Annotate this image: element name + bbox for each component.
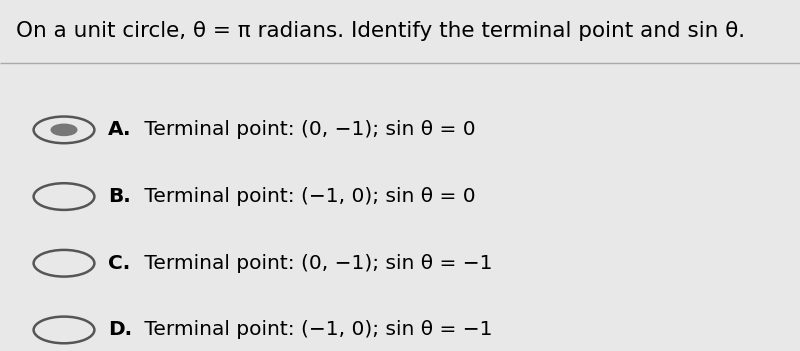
- Text: Terminal point: (−1, 0); sin θ = 0: Terminal point: (−1, 0); sin θ = 0: [138, 187, 476, 206]
- Text: C.: C.: [108, 254, 130, 273]
- Circle shape: [51, 124, 77, 135]
- Text: Terminal point: (−1, 0); sin θ = −1: Terminal point: (−1, 0); sin θ = −1: [138, 320, 493, 339]
- Text: D.: D.: [108, 320, 132, 339]
- Text: Terminal point: (0, −1); sin θ = −1: Terminal point: (0, −1); sin θ = −1: [138, 254, 493, 273]
- Text: B.: B.: [108, 187, 130, 206]
- Text: On a unit circle, θ = π radians. Identify the terminal point and sin θ.: On a unit circle, θ = π radians. Identif…: [16, 21, 745, 41]
- Text: A.: A.: [108, 120, 131, 139]
- Text: Terminal point: (0, −1); sin θ = 0: Terminal point: (0, −1); sin θ = 0: [138, 120, 476, 139]
